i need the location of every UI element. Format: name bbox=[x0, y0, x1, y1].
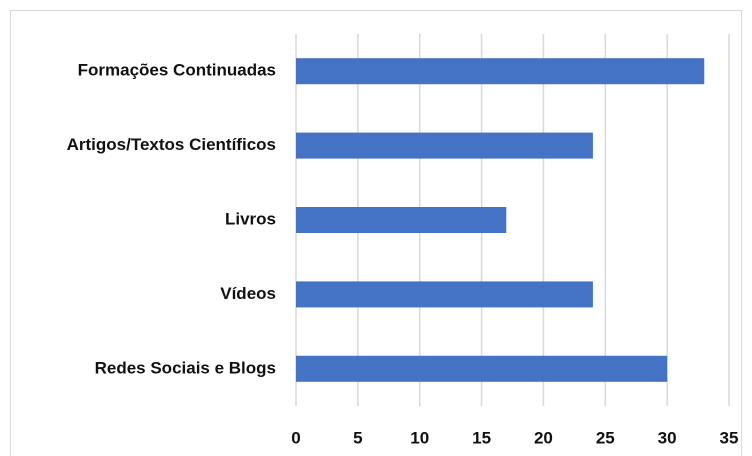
bar bbox=[296, 58, 705, 85]
bar bbox=[296, 132, 593, 159]
x-tick-label: 10 bbox=[410, 428, 429, 447]
x-tick-label: 35 bbox=[720, 428, 739, 447]
y-tick-label: Vídeos bbox=[220, 284, 276, 303]
y-tick-label: Formações Continuadas bbox=[78, 61, 276, 80]
bar bbox=[296, 355, 668, 382]
x-tick-label: 20 bbox=[534, 428, 553, 447]
x-tick-label: 30 bbox=[658, 428, 677, 447]
y-tick-label: Livros bbox=[225, 209, 276, 228]
x-tick-label: 5 bbox=[353, 428, 362, 447]
x-tick-label: 25 bbox=[596, 428, 615, 447]
x-tick-label: 15 bbox=[472, 428, 491, 447]
y-tick-label: Artigos/Textos Científicos bbox=[67, 135, 276, 154]
y-tick-label: Redes Sociais e Blogs bbox=[95, 358, 276, 377]
x-tick-label: 0 bbox=[291, 428, 300, 447]
bar bbox=[296, 281, 593, 308]
bar bbox=[296, 207, 507, 233]
